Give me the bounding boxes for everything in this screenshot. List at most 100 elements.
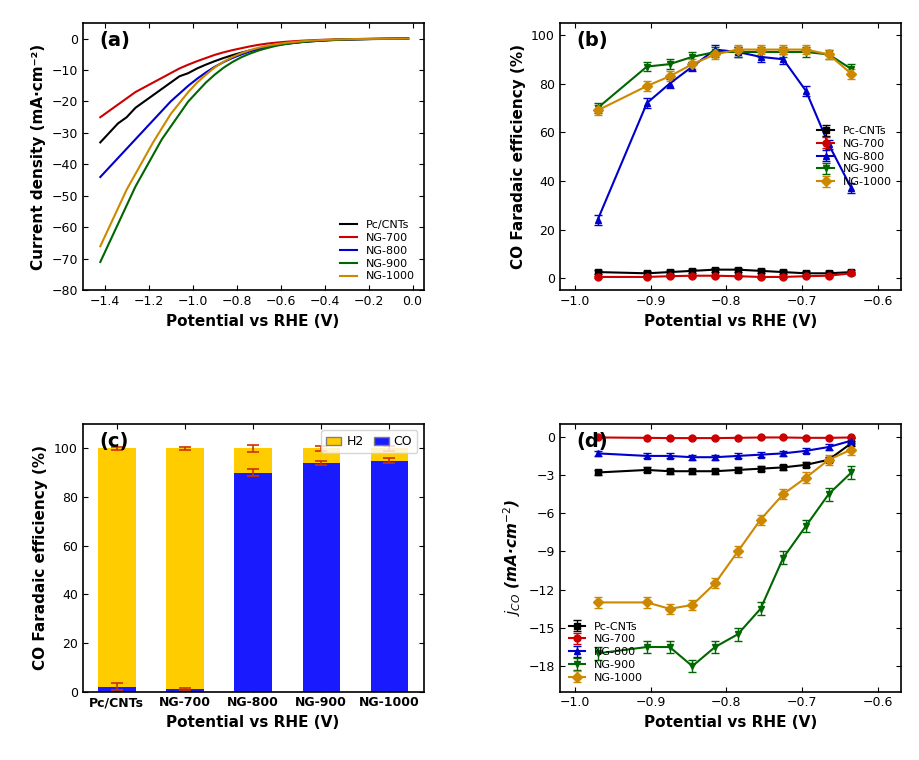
Pc/CNTs: [358, 35, 369, 44]
NG-700: [112, 100, 123, 109]
Pc/CNTs: [403, 34, 414, 43]
Legend: Pc-CNTs, NG-700, NG-800, NG-900, NG-1000: Pc-CNTs, NG-700, NG-800, NG-900, NG-1000: [565, 619, 647, 686]
NG-800: [210, 62, 221, 71]
NG-1000: [104, 223, 115, 232]
Pc/CNTs: [368, 34, 379, 43]
NG-1000: [156, 124, 167, 133]
NG-900: [350, 35, 361, 44]
Bar: [302, 448, 340, 463]
NG-800: [165, 97, 176, 106]
NG-800: [218, 58, 229, 67]
Line: Pc/CNTs: Pc/CNTs: [100, 39, 408, 142]
NG-700: [279, 37, 290, 46]
NG-800: [191, 74, 202, 84]
NG-900: [368, 34, 379, 43]
NG-1000: [358, 34, 369, 43]
Pc/CNTs: [341, 35, 352, 44]
NG-800: [376, 34, 387, 43]
Pc/CNTs: [235, 48, 246, 57]
Y-axis label: CO Faradaic efficiency (%): CO Faradaic efficiency (%): [33, 445, 49, 670]
Y-axis label: $j_{CO}$ (mA·cm$^{-2}$): $j_{CO}$ (mA·cm$^{-2}$): [502, 499, 523, 616]
NG-700: [139, 83, 150, 92]
Pc/CNTs: [314, 36, 325, 46]
NG-1000: [139, 154, 150, 163]
NG-800: [306, 36, 317, 46]
NG-800: [262, 42, 273, 51]
Text: (c): (c): [100, 432, 130, 451]
Bar: [98, 687, 135, 692]
Pc/CNTs: [271, 40, 282, 49]
Pc/CNTs: [227, 51, 238, 60]
NG-1000: [218, 57, 229, 66]
Text: (a): (a): [100, 31, 130, 50]
NG-800: [385, 34, 396, 43]
NG-900: [200, 78, 211, 87]
NG-800: [253, 44, 264, 53]
Legend: H2, CO: H2, CO: [322, 430, 417, 453]
NG-800: [279, 39, 290, 48]
NG-800: [333, 35, 344, 44]
NG-1000: [165, 109, 176, 119]
NG-700: [165, 68, 176, 78]
Pc/CNTs: [262, 42, 273, 51]
Pc/CNTs: [385, 34, 396, 43]
NG-1000: [394, 34, 405, 43]
NG-700: [262, 39, 273, 48]
NG-700: [271, 38, 282, 47]
NG-800: [341, 35, 352, 44]
NG-900: [323, 36, 335, 45]
NG-700: [341, 35, 352, 44]
Bar: [370, 448, 408, 461]
Line: NG-800: NG-800: [100, 39, 408, 177]
NG-1000: [235, 49, 246, 58]
NG-700: [376, 34, 387, 43]
Bar: [302, 463, 340, 692]
X-axis label: Potential vs RHE (V): Potential vs RHE (V): [166, 715, 340, 730]
Pc/CNTs: [156, 84, 167, 93]
NG-1000: [210, 63, 221, 72]
Bar: [166, 689, 204, 692]
NG-900: [314, 36, 325, 45]
NG-800: [244, 47, 255, 56]
NG-900: [244, 49, 255, 59]
NG-800: [297, 37, 308, 46]
NG-700: [358, 34, 369, 43]
X-axis label: Potential vs RHE (V): Potential vs RHE (V): [643, 715, 817, 730]
NG-1000: [253, 43, 264, 52]
NG-800: [227, 53, 238, 62]
NG-900: [262, 43, 273, 52]
NG-1000: [350, 34, 361, 43]
NG-1000: [174, 99, 185, 108]
NG-700: [323, 35, 335, 44]
Pc/CNTs: [210, 57, 221, 66]
NG-1000: [244, 46, 255, 55]
Pc/CNTs: [376, 34, 387, 43]
NG-700: [191, 57, 202, 66]
Pc/CNTs: [95, 138, 106, 147]
Line: NG-700: NG-700: [100, 39, 408, 117]
X-axis label: Potential vs RHE (V): Potential vs RHE (V): [643, 314, 817, 329]
NG-900: [183, 97, 194, 106]
NG-800: [314, 36, 325, 45]
NG-800: [148, 116, 159, 125]
NG-700: [403, 34, 414, 43]
Pc/CNTs: [130, 103, 141, 112]
Pc/CNTs: [333, 36, 344, 45]
NG-800: [183, 81, 194, 90]
NG-700: [104, 106, 115, 116]
Line: NG-1000: NG-1000: [100, 39, 408, 246]
NG-900: [333, 35, 344, 44]
NG-1000: [183, 87, 194, 97]
NG-800: [289, 38, 300, 47]
NG-700: [148, 78, 159, 87]
NG-800: [235, 50, 246, 59]
Pc/CNTs: [121, 112, 132, 122]
Pc/CNTs: [306, 36, 317, 46]
NG-900: [210, 70, 221, 79]
NG-700: [210, 50, 221, 59]
NG-900: [297, 37, 308, 46]
Pc/CNTs: [218, 53, 229, 62]
Y-axis label: CO Faradaic efficiency (%): CO Faradaic efficiency (%): [511, 44, 526, 269]
Pc/CNTs: [297, 37, 308, 46]
NG-1000: [333, 35, 344, 44]
